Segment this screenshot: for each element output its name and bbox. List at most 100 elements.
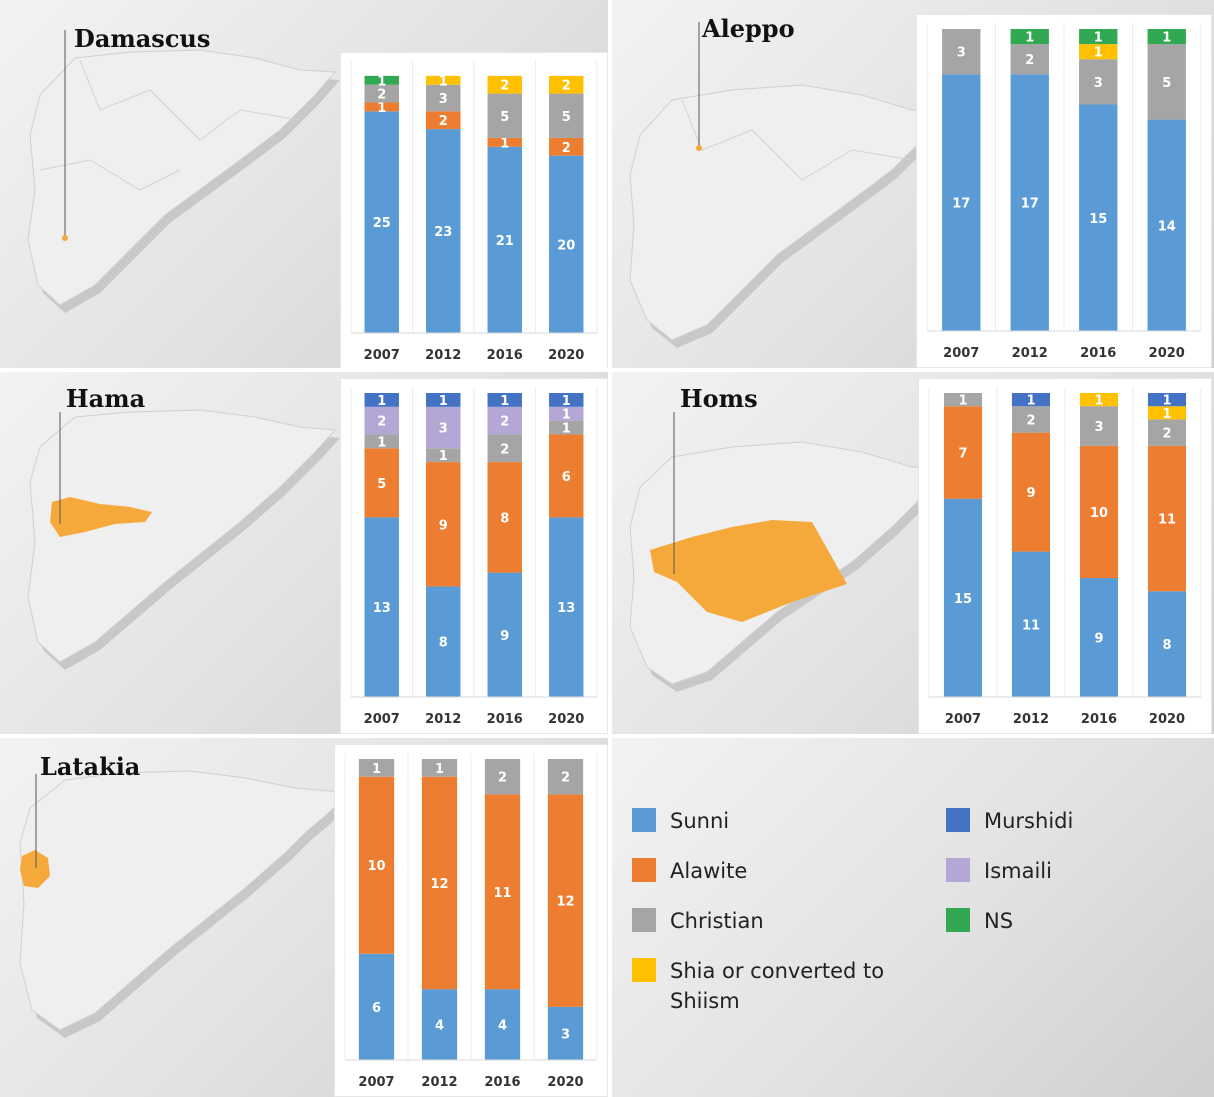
x-tick-label: 2007 — [364, 712, 400, 727]
x-tick-label: 2016 — [487, 348, 523, 363]
data-label: 4 — [435, 1019, 444, 1034]
legend-label: Christian — [670, 906, 910, 936]
data-label: 1 — [377, 74, 386, 89]
data-label: 3 — [439, 92, 448, 107]
city-title: Latakia — [40, 752, 140, 781]
x-tick-label: 2020 — [548, 348, 584, 363]
panel-homs: Homs 15 7 1 2007 11 9 2 1 2012 9 10 3 1 2016 8 11 2 1 1 202… — [612, 372, 1214, 734]
data-label: 8 — [1162, 638, 1171, 653]
city-title: Aleppo — [702, 14, 795, 43]
stacked-bar-chart: 157120071192120129103120168112112020 — [919, 379, 1211, 733]
data-label: 2 — [561, 771, 570, 786]
x-tick-label: 2020 — [1149, 712, 1185, 727]
data-label: 1 — [500, 136, 509, 151]
data-label: 2 — [377, 415, 386, 430]
legend-label: Shia or converted to Shiism — [670, 956, 910, 1016]
x-tick-label: 2007 — [358, 1075, 394, 1090]
x-tick-label: 2016 — [1080, 346, 1116, 361]
data-label: 3 — [957, 46, 966, 61]
data-label: 3 — [561, 1027, 570, 1042]
data-label: 6 — [562, 470, 571, 485]
legend: Sunni Alawite Christian Shia or converte… — [612, 738, 1214, 1097]
x-tick-label: 2007 — [364, 348, 400, 363]
data-label: 9 — [439, 518, 448, 533]
legend-item-shia: Shia or converted to Shiism — [632, 956, 910, 1016]
data-label: 9 — [1094, 632, 1103, 647]
legend-item-murshidi: Murshidi — [946, 806, 1214, 836]
city-title: Damascus — [74, 24, 210, 53]
panel-hama: Hama 13 5 1 2 1 2007 8 9 1 3 1 2012 9 8 2 2 1 2016 13 6 1 1 1 2… — [0, 372, 608, 734]
data-label: 7 — [958, 446, 967, 461]
x-tick-label: 2020 — [547, 1075, 583, 1090]
data-label: 10 — [1090, 506, 1108, 521]
legend-item-ismaili: Ismaili — [946, 856, 1214, 886]
stacked-bar-chart: 13512120078913120129822120161361112020 — [341, 379, 607, 733]
data-label: 1 — [500, 394, 509, 409]
data-label: 1 — [372, 762, 381, 777]
chart-box: 15 7 1 2007 11 9 2 1 2012 9 10 3 1 2016 8 11 2 1 1 2020 — [918, 378, 1212, 734]
x-tick-label: 2012 — [1012, 346, 1048, 361]
data-label: 1 — [439, 74, 448, 89]
x-tick-label: 2020 — [1149, 346, 1185, 361]
data-label: 1 — [1026, 394, 1035, 409]
data-label: 17 — [952, 197, 970, 212]
data-label: 11 — [1158, 513, 1176, 528]
data-label: 2 — [500, 442, 509, 457]
data-label: 15 — [1089, 212, 1107, 227]
x-tick-label: 2016 — [1081, 712, 1117, 727]
legend-swatch — [946, 858, 970, 882]
legend-label: Murshidi — [984, 806, 1214, 836]
data-label: 3 — [1094, 420, 1103, 435]
chart-box: 25 1 2 1 2007 23 2 3 1 2012 21 1 5 2 2016 20 2 5 2 2020 — [340, 52, 608, 368]
data-label: 12 — [556, 895, 574, 910]
data-label: 5 — [377, 477, 386, 492]
data-label: 1 — [1025, 31, 1034, 46]
data-label: 15 — [954, 592, 972, 607]
data-label: 1 — [562, 408, 571, 423]
data-label: 1 — [562, 422, 571, 437]
data-label: 1 — [377, 394, 386, 409]
panel-damascus: Damascus 25 1 2 1 2007 23 2 3 1 2012 21 1 5 2 2016 20 2 5… — [0, 0, 608, 368]
legend-swatch — [946, 908, 970, 932]
data-label: 1 — [1162, 407, 1171, 422]
data-label: 3 — [439, 422, 448, 437]
data-label: 8 — [500, 511, 509, 526]
data-label: 2 — [562, 79, 571, 94]
data-label: 1 — [958, 394, 967, 409]
data-label: 20 — [557, 238, 575, 253]
panel-aleppo: Aleppo 17 3 2007 17 2 1 2012 15 3 1 1 2016 14 5 1 2020 — [612, 0, 1214, 368]
data-label: 2 — [500, 415, 509, 430]
x-tick-label: 2016 — [484, 1075, 520, 1090]
data-label: 9 — [500, 629, 509, 644]
data-label: 1 — [1094, 31, 1103, 46]
data-label: 2 — [562, 141, 571, 156]
data-label: 1 — [377, 101, 386, 116]
stacked-bar-chart: 61012007412120124112201631222020 — [335, 745, 607, 1096]
x-tick-label: 2020 — [548, 712, 584, 727]
x-tick-label: 2012 — [1013, 712, 1049, 727]
x-tick-label: 2007 — [943, 346, 979, 361]
data-label: 2 — [1162, 427, 1171, 442]
data-label: 23 — [434, 225, 452, 240]
data-label: 2 — [439, 114, 448, 129]
data-label: 1 — [439, 394, 448, 409]
x-tick-label: 2012 — [425, 348, 461, 363]
legend-label: Sunni — [670, 806, 910, 836]
data-label: 4 — [498, 1019, 507, 1034]
legend-label: Ismaili — [984, 856, 1214, 886]
x-tick-label: 2012 — [421, 1075, 457, 1090]
data-label: 5 — [562, 110, 571, 125]
legend-swatch — [632, 958, 656, 982]
legend-item-sunni: Sunni — [632, 806, 910, 836]
data-label: 13 — [373, 601, 391, 616]
legend-swatch — [632, 808, 656, 832]
data-label: 1 — [1162, 394, 1171, 409]
data-label: 10 — [367, 859, 385, 874]
chart-box: 17 3 2007 17 2 1 2012 15 3 1 1 2016 14 5 1 2020 — [916, 14, 1212, 368]
panel-latakia: Latakia 6 10 1 2007 4 12 1 2012 4 11 2 2016 3 12 2 2020 — [0, 738, 608, 1097]
data-label: 6 — [372, 1001, 381, 1016]
chart-box: 13 5 1 2 1 2007 8 9 1 3 1 2012 9 8 2 2 1 2016 13 6 1 1 1 2020 — [340, 378, 608, 734]
data-label: 1 — [439, 449, 448, 464]
data-label: 5 — [1162, 76, 1171, 91]
